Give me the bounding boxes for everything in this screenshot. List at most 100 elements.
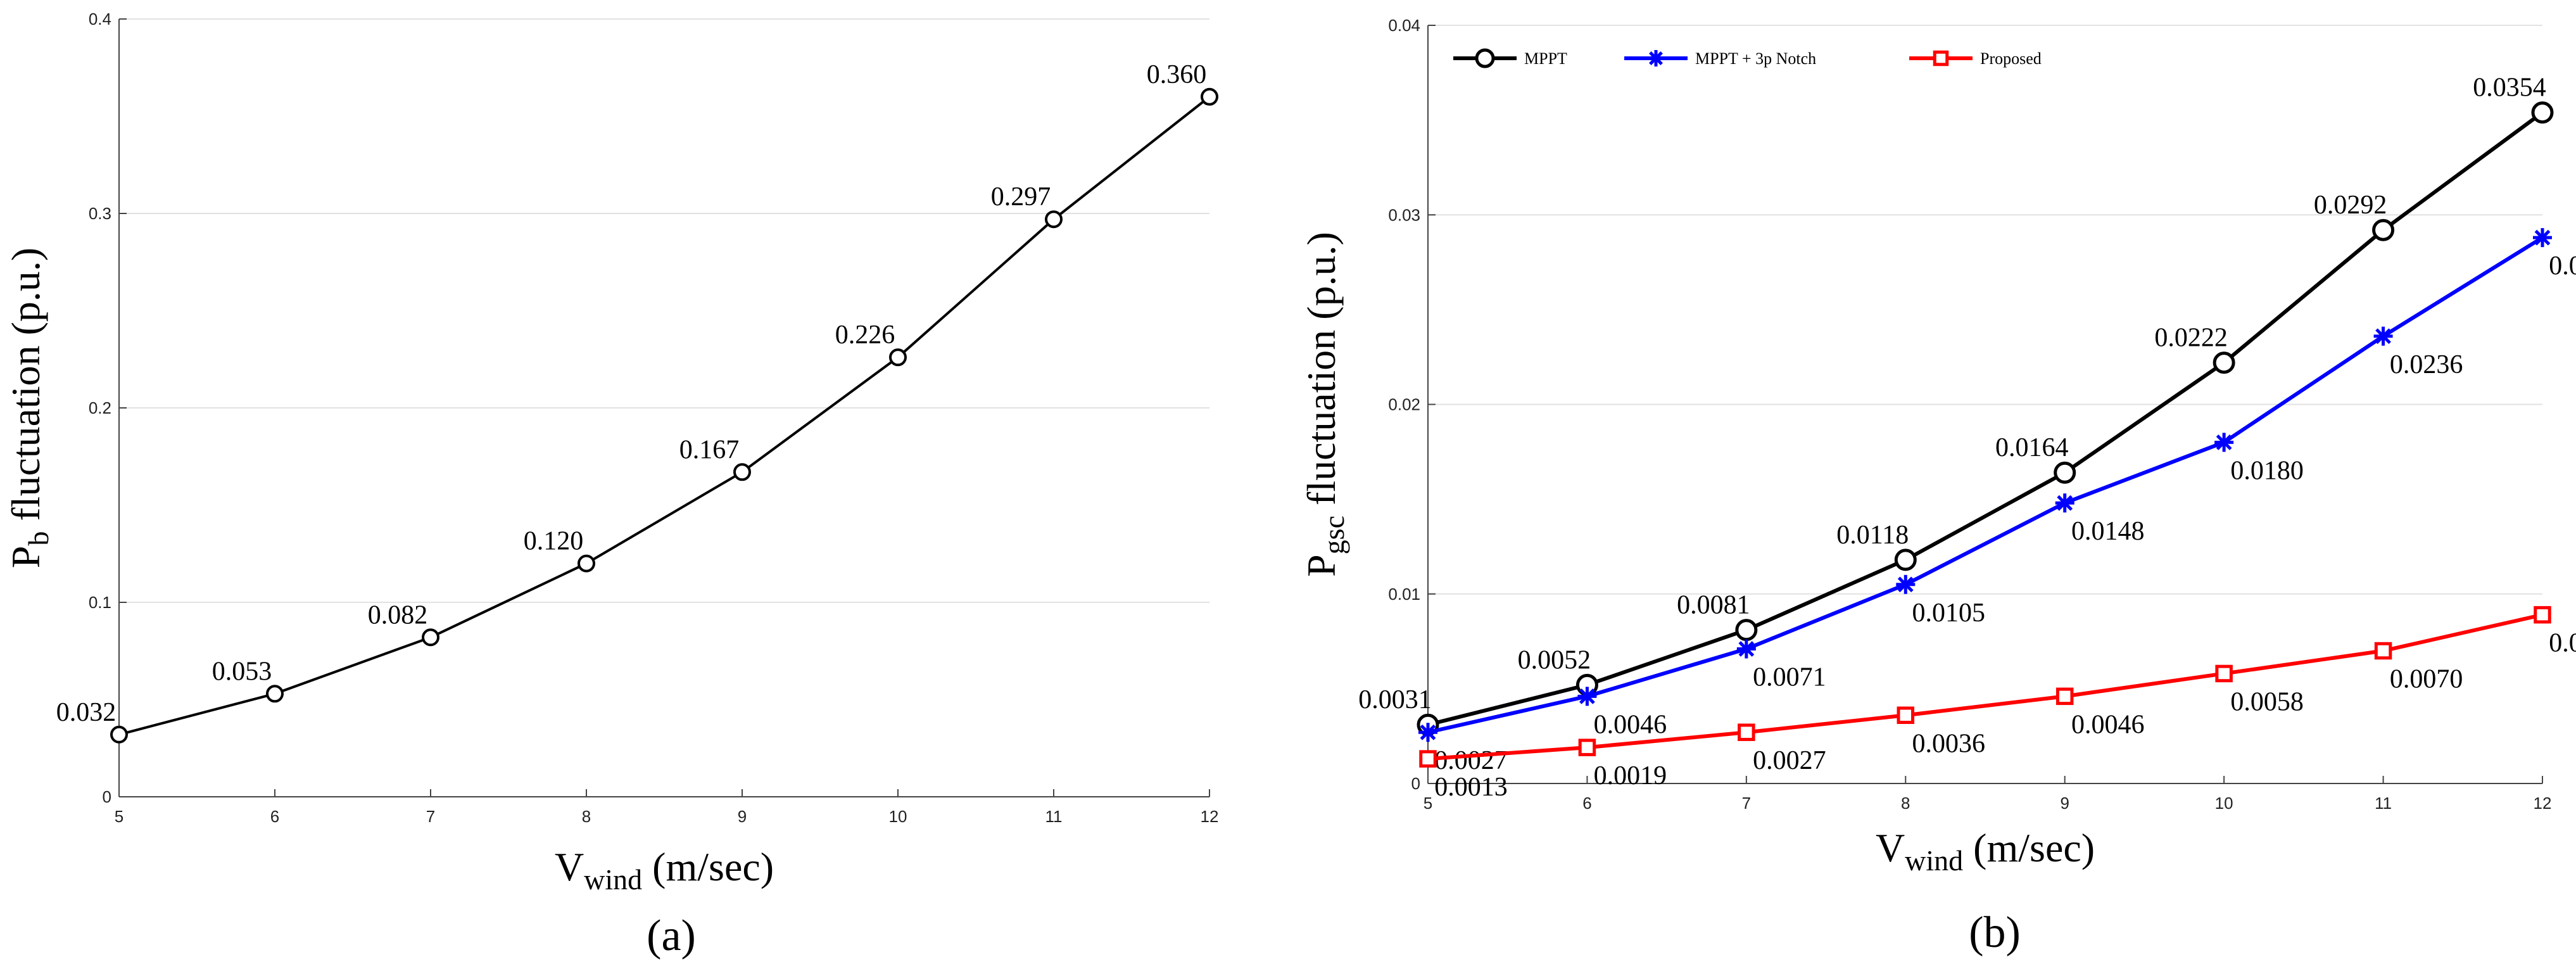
chart-caption: (a) [647, 911, 696, 960]
chart-caption: (b) [1969, 908, 2021, 957]
data-point [2214, 433, 2234, 452]
y-axis-label-main: P [3, 546, 48, 569]
data-label: 0.360 [1147, 60, 1207, 89]
data-label: 0.226 [835, 320, 895, 350]
x-axis-label-sub: wind [584, 863, 642, 896]
data-point [1736, 639, 1756, 659]
series-proposed: 0.0013 0.0019 0.0027 0.0036 0.0046 0.0058 0.00… [1419, 606, 2576, 802]
data-label: 0.0354 [2473, 73, 2546, 103]
data-label: 0.0058 [2230, 687, 2304, 716]
x-tick-label: 11 [1045, 807, 1063, 826]
x-tick-label: 12 [1201, 807, 1219, 826]
data-label: 0.0071 [1753, 663, 1826, 692]
x-tick-label: 6 [1582, 794, 1591, 813]
data-point [266, 685, 284, 703]
x-tick-label: 11 [2375, 794, 2392, 813]
x-tick-label: 12 [2534, 794, 2552, 813]
data-label: 0.032 [56, 698, 117, 727]
data-label: 0.0046 [1594, 710, 1667, 739]
data-point [733, 463, 751, 481]
data-label: 0.0046 [2071, 710, 2145, 739]
data-point [422, 628, 439, 647]
y-axis-label-rest: fluctuation (p.u.) [3, 248, 48, 531]
x-tick-label: 5 [1424, 794, 1432, 813]
data-point [2372, 219, 2395, 241]
data-label: 0.0164 [1995, 433, 2069, 462]
x-axis-label: Vwind (m/sec) [555, 844, 774, 896]
series-line [1427, 236, 2544, 735]
data-point [1896, 574, 1916, 594]
data-label: 0.0089 [2549, 629, 2576, 658]
data-point [1045, 210, 1063, 229]
data-label: 0.0222 [2154, 324, 2228, 353]
data-label: 0.0105 [1912, 599, 1986, 628]
y-tick-label: 0.3 [89, 204, 111, 223]
data-point [2531, 101, 2554, 124]
y-tick-label: 0.1 [89, 593, 111, 612]
series-pb-fluctuation: 0.032 0.053 0.082 0.120 0.167 0.226 0.297 0.360 [56, 60, 1218, 744]
data-label: 0.120 [524, 527, 584, 556]
data-label: 0.0292 [2314, 191, 2387, 220]
data-point [2213, 352, 2235, 374]
legend-label: MPPT [1524, 49, 1567, 68]
data-label: 0.0027 [1434, 746, 1508, 775]
y-axis-label: Pb fluctuation (p.u.) [3, 248, 54, 568]
data-point [1738, 723, 1755, 741]
series-mppt: 0.0031 0.0052 0.0081 0.0118 0.0164 0.0222 0.02… [1358, 73, 2554, 736]
data-point [1735, 619, 1758, 642]
series-mppt-3p-notch: 0.0027 0.0046 0.0071 0.0105 0.0148 0.0180 0.02… [1418, 228, 2576, 775]
data-point [2533, 228, 2552, 248]
data-label: 0.167 [679, 435, 740, 464]
data-point [1201, 87, 1218, 106]
data-label: 0.0180 [2230, 456, 2304, 485]
data-point [2534, 606, 2551, 624]
data-point [1475, 48, 1495, 68]
y-tick-label: 0.4 [89, 10, 111, 29]
data-point [2055, 687, 2074, 706]
data-point [1419, 750, 1437, 768]
data-label: 0.0027 [1753, 746, 1826, 775]
x-axis-label-main: V [1876, 825, 1905, 870]
chart-b: 0 0.01 0.02 0.03 0.04 5 6 7 8 9 10 11 12 Vwind (m/sec… [1299, 16, 2576, 957]
data-point [110, 725, 128, 744]
data-label: 0.053 [212, 657, 272, 686]
data-point [2373, 326, 2393, 346]
y-axis-label-sub: b [22, 531, 54, 546]
data-label: 0.0236 [2390, 350, 2463, 379]
y-tick-label: 0.01 [1388, 585, 1420, 604]
x-axis-label-main: V [555, 844, 584, 889]
y-tick-label: 0.2 [89, 398, 111, 417]
series-line [1427, 111, 2544, 727]
data-point [1894, 549, 1917, 571]
data-point [2054, 461, 2076, 484]
legend-label: Proposed [1980, 49, 2042, 68]
data-point [1418, 723, 1437, 742]
data-point [1578, 739, 1596, 756]
y-tick-label: 0.04 [1388, 16, 1420, 35]
data-point [578, 554, 595, 573]
data-point [1897, 706, 1915, 725]
y-tick-label: 0 [1411, 774, 1420, 793]
legend: MPPT MPPT + 3p Notch Proposed [1453, 48, 2042, 68]
data-label: 0.297 [991, 182, 1051, 212]
y-axis-label: Pgsc fluctuation (p.u.) [1299, 232, 1350, 577]
data-point [1933, 50, 1949, 67]
x-axis-label-rest: (m/sec) [642, 844, 774, 889]
data-label: 0.0288 [2549, 251, 2576, 281]
data-point [2055, 493, 2074, 513]
x-tick-label: 8 [1901, 794, 1910, 813]
x-tick-label: 10 [2215, 794, 2233, 813]
data-label: 0.0052 [1518, 645, 1591, 675]
data-label: 0.0013 [1434, 773, 1508, 802]
x-tick-label: 7 [1742, 794, 1751, 813]
x-tick-label: 7 [426, 807, 435, 826]
data-label: 0.0036 [1912, 729, 1986, 758]
data-point [889, 348, 907, 367]
y-tick-label: 0.02 [1388, 395, 1420, 414]
y-axis-label-main: P [1299, 554, 1344, 577]
data-label: 0.0031 [1358, 685, 1432, 714]
x-tick-label: 10 [889, 807, 907, 826]
x-tick-label: 9 [2060, 794, 2069, 813]
data-label: 0.0148 [2071, 517, 2145, 546]
